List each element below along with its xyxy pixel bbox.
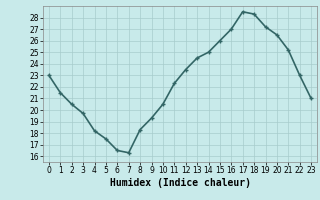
X-axis label: Humidex (Indice chaleur): Humidex (Indice chaleur) <box>109 178 251 188</box>
